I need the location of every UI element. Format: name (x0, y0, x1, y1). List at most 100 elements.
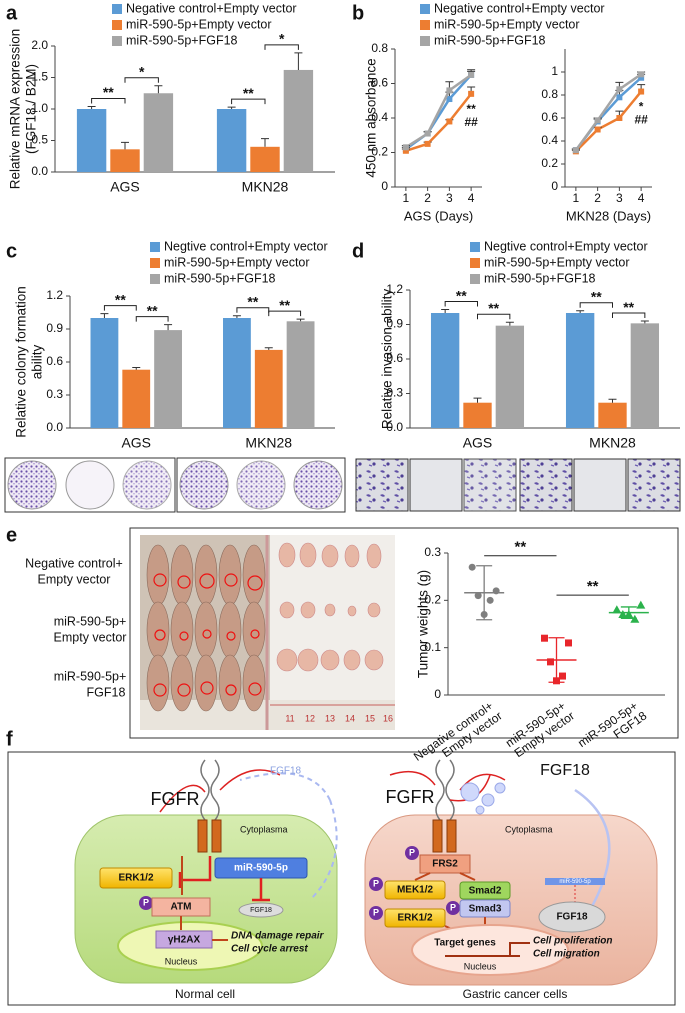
x-tick-label: 2 (594, 191, 601, 205)
sd-bar (476, 565, 493, 621)
error-bar (441, 309, 450, 313)
label: Cytoplasma (505, 824, 553, 834)
point (616, 86, 623, 93)
y-tick-label: 1.2 (46, 288, 63, 302)
significance-bracket (124, 77, 159, 83)
y-tick-label: 0.9 (386, 317, 403, 331)
node-label: miR-590-5p (234, 863, 288, 874)
x-tick-label: 4 (468, 191, 475, 205)
bar (223, 318, 251, 428)
point (616, 94, 623, 101)
label: DNA damage repair (231, 931, 325, 942)
legend-label: miR-590-5p+FGF18 (484, 271, 596, 285)
legend-swatch (112, 36, 122, 46)
legend-swatch (150, 242, 160, 252)
y-tick-label: 0.2 (371, 145, 388, 159)
error-bar (100, 313, 109, 318)
label: FGF18 (250, 907, 272, 914)
point (486, 596, 494, 604)
y-tick-label: 1.2 (386, 282, 403, 296)
bar (154, 330, 182, 428)
node-label: Target genes (434, 938, 496, 949)
phospho: P (450, 902, 456, 912)
error-bar (132, 367, 141, 370)
significance-label: ** (488, 300, 499, 316)
x-tick-label: AGS (110, 179, 140, 195)
panel-label: e (6, 524, 17, 546)
cell-label: Gastric cancer cells (463, 987, 568, 1001)
group-label: Negative control+ (25, 556, 123, 570)
group-label: Empty vector (54, 630, 127, 644)
bar (430, 313, 460, 428)
error-bar (608, 398, 617, 403)
significance-bracket (579, 302, 613, 308)
y-tick-label: 0.8 (541, 87, 558, 101)
y-tick-label: 0.4 (541, 133, 558, 147)
sd-bar (620, 606, 637, 619)
y-tick-label: 0.6 (386, 351, 403, 365)
phospho: P (409, 847, 415, 857)
significance-bracket (236, 307, 270, 313)
point (468, 563, 476, 571)
y-axis-label: ability (30, 344, 45, 379)
bar (110, 149, 140, 172)
point (638, 74, 645, 81)
annotation: * (639, 100, 644, 114)
legend-label: Negtive control+Empty vector (484, 239, 648, 253)
x-tick-label: MKN28 (245, 435, 292, 451)
significance-label: * (279, 31, 285, 47)
significance-label: * (139, 63, 145, 79)
error-bar (121, 141, 129, 150)
legend-swatch (112, 4, 122, 14)
significance-label: ** (623, 299, 634, 315)
node-label: FGF18 (556, 912, 588, 923)
ruler-label: 16 (383, 713, 393, 723)
legend-swatch (470, 258, 480, 268)
significance-label: ** (456, 287, 467, 303)
y-tick-label: 0.0 (31, 164, 48, 178)
x-tick-label: 1 (573, 191, 580, 205)
panel-label: a (6, 2, 18, 24)
error-bar (87, 105, 96, 109)
legend-label: miR-590-5p+FGF18 (164, 271, 276, 285)
bar (250, 146, 280, 172)
point (594, 126, 601, 133)
label: Cell cycle arrest (231, 944, 308, 955)
line (574, 76, 642, 151)
node-label: MEK1/2 (397, 885, 434, 896)
bar (463, 402, 492, 428)
ruler-label: 14 (345, 713, 355, 723)
significance-bracket (612, 312, 646, 319)
legend-swatch (470, 242, 480, 252)
significance-bracket (103, 305, 137, 311)
invasion-images (355, 458, 681, 512)
bar (630, 323, 660, 428)
legend-swatch (420, 20, 430, 30)
group-label: FGF18 (87, 685, 126, 699)
significance-label: ** (587, 578, 599, 595)
line (574, 73, 642, 151)
significance-label: ** (514, 539, 526, 556)
y-tick-label: 0.0 (386, 420, 403, 434)
label: FGF18 (540, 762, 590, 779)
phospho: P (143, 897, 149, 907)
point (424, 130, 431, 137)
panel-f: f FGFR FGF18 Cytoplasma ERK1/2 miR-590-5… (6, 728, 676, 1006)
x-tick-label: 3 (616, 191, 623, 205)
legend-label: miR-590-5p+FGF18 (126, 33, 238, 47)
legend-swatch (420, 36, 430, 46)
bar (254, 349, 283, 428)
legend-label: miR-590-5p+Empty vector (484, 255, 630, 269)
point (638, 71, 645, 78)
label: Nucleus (165, 956, 198, 966)
error-bar (154, 85, 163, 94)
legend-label: Negtive control+Empty vector (164, 239, 328, 253)
panel-label: c (6, 240, 17, 262)
legend-label: miR-590-5p+FGF18 (434, 33, 546, 47)
x-tick-label: 3 (446, 191, 453, 205)
node-label: Smad3 (469, 904, 502, 915)
point (559, 672, 566, 680)
annotation: ## (464, 115, 478, 129)
y-tick-label: 0.9 (46, 321, 63, 335)
ruler-label: 13 (325, 713, 335, 723)
